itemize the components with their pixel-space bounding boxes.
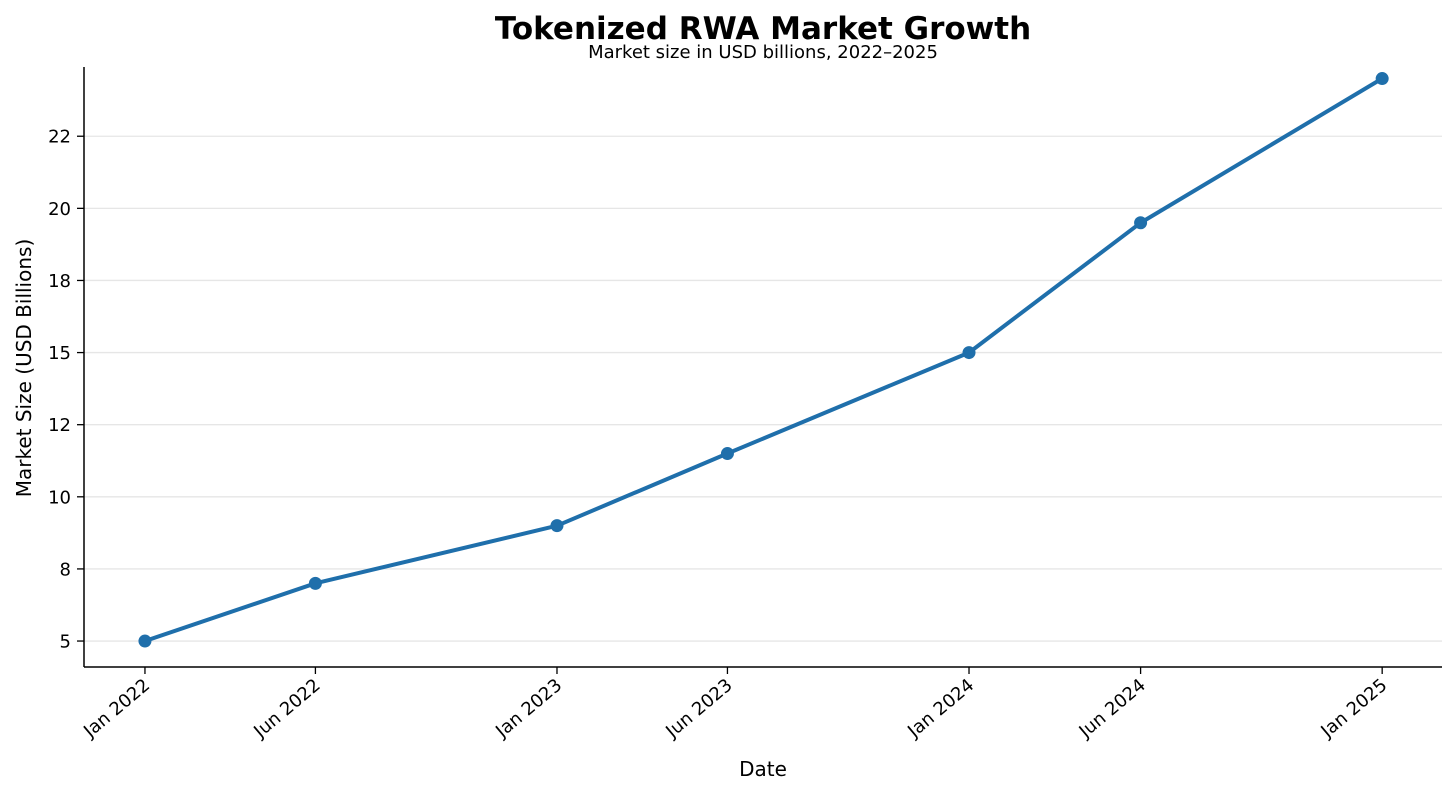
data-point — [138, 634, 152, 648]
y-tick-label: 22 — [48, 127, 71, 148]
chart-subtitle: Market size in USD billions, 2022–2025 — [588, 42, 938, 63]
data-point — [550, 519, 564, 533]
y-tick-label: 5 — [60, 632, 71, 653]
y-tick-label: 12 — [48, 415, 71, 436]
chart-title: Tokenized RWA Market Growth — [495, 11, 1031, 47]
y-tick-label: 18 — [48, 271, 71, 292]
gridlines — [84, 135, 1442, 642]
series-layer — [138, 72, 1389, 648]
data-point — [308, 576, 322, 590]
data-point — [720, 447, 734, 461]
data-point — [1134, 216, 1148, 230]
data-point — [962, 346, 976, 360]
data-point — [1375, 72, 1389, 86]
y-tick-label: 8 — [60, 559, 71, 580]
x-axis-label: Date — [739, 757, 787, 781]
y-tick-label: 15 — [48, 343, 71, 364]
y-tick-label: 10 — [48, 487, 71, 508]
y-tick-label: 20 — [48, 199, 71, 220]
y-axis-label: Market Size (USD Billions) — [12, 239, 36, 498]
